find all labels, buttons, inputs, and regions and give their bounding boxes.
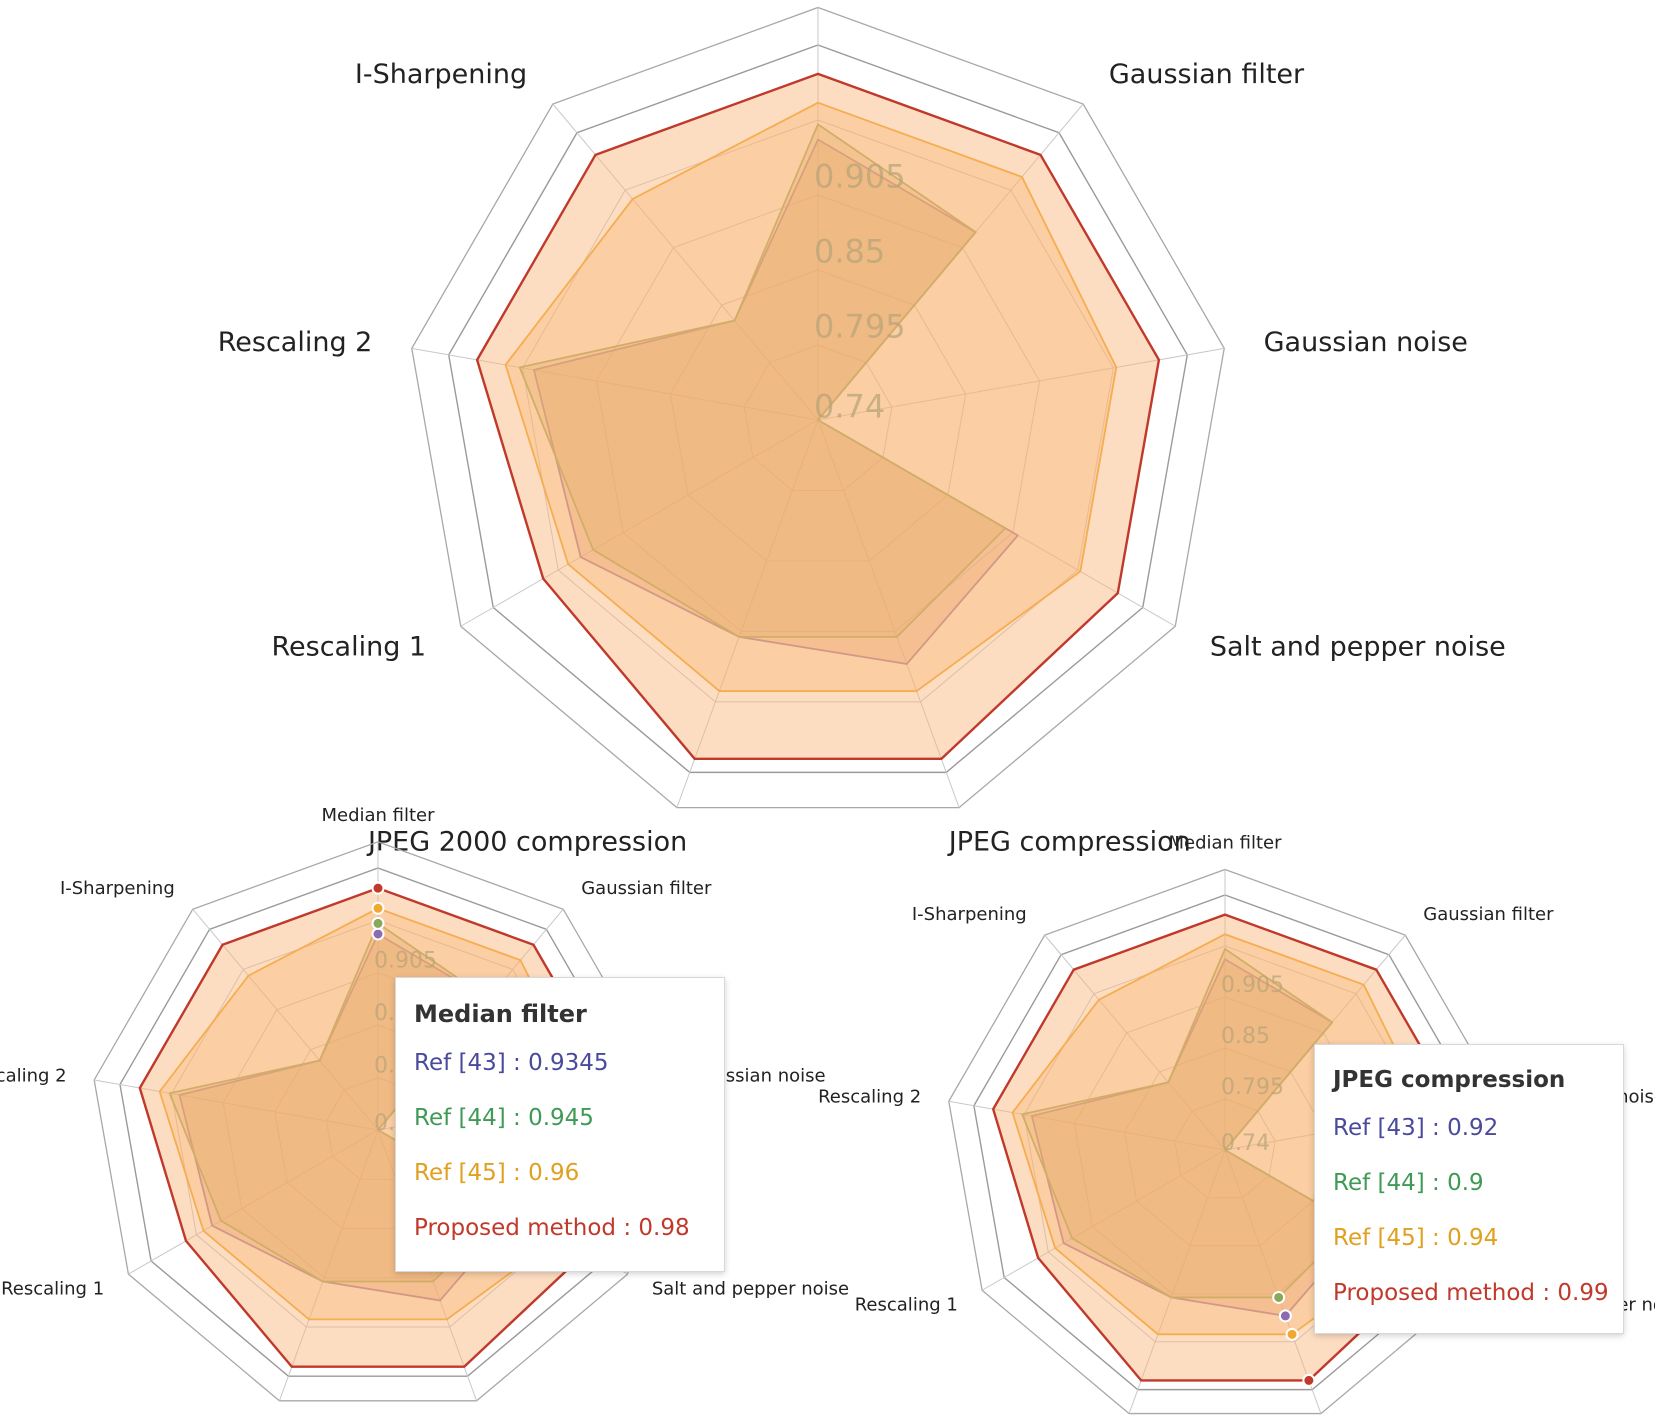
hover-marker[interactable] [371,881,385,895]
tooltip-row-ref44: Ref [44] : 0.945 [414,1105,594,1131]
axis-spoke [817,347,1225,421]
axis-spoke [948,1100,1226,1151]
tooltip-row-ref43: Ref [43] : 0.92 [1333,1115,1499,1141]
axis-spoke [1224,1149,1322,1414]
grid-ring [447,44,1189,774]
tooltip-row-ref43: Ref [43] : 0.9345 [414,1050,609,1076]
axis-label-gaussian-filter: Gaussian filter [1423,904,1554,925]
axis-label-gaussian-filter: Gaussian filter [581,878,712,899]
hover-marker[interactable] [371,927,385,941]
grid-ring [522,119,1114,703]
axis-label-rescaling-1: Rescaling 1 [271,632,426,663]
grid-ring [743,344,893,491]
radar-chart-1: 0.74 0.795 0.85 0.905 Median filter Gaussian … [218,6,1506,858]
series-polygon-ref-44[interactable] [518,123,1007,638]
axis-spoke [1044,934,1226,1151]
radial-tick-label: 0.905 [374,949,437,974]
axis-spoke [460,419,819,627]
tooltip-row-proposed: Proposed method : 0.99 [1333,1280,1609,1306]
axis-label-i-sharpening: I-Sharpening [912,904,1027,925]
hover-marker[interactable] [1272,1290,1286,1304]
axis-spoke [981,1149,1226,1291]
tooltip-jpeg-compression: JPEG compression Ref [43] : 0.92 Ref [44… [1314,1044,1624,1334]
grid-ring [595,194,1041,632]
hover-marker[interactable] [1285,1327,1299,1341]
hover-marker[interactable] [1302,1373,1316,1387]
axis-label-rescaling-1: Rescaling 1 [855,1295,958,1316]
axis-spoke [552,103,819,421]
tooltip-title: JPEG compression [1333,1067,1566,1093]
axis-spoke [411,347,819,421]
axis-label-median-filter: Median filter [321,805,435,826]
axis-spoke [676,419,819,808]
axis-spoke [94,1079,379,1131]
tooltip-row-proposed: Proposed method : 0.98 [414,1215,690,1241]
axis-label-jpeg-2000-compression: JPEG 2000 compression [366,827,687,858]
grid-ring [669,269,967,562]
axis-label-salt-and-pepper-noise: Salt and pepper noise [652,1278,849,1299]
radial-tick-label: 0.795 [814,308,906,346]
axis-label-i-sharpening: I-Sharpening [355,59,527,90]
radial-tick-label: 0.85 [1221,1024,1270,1049]
axis-label-salt-and-pepper-noise: Salt and pepper noise [1210,632,1506,663]
axis-spoke [128,1129,379,1275]
grid-ring [1174,1098,1276,1199]
grid-ring [1124,1047,1326,1247]
axis-spoke [192,908,379,1131]
tooltip-row-ref45: Ref [45] : 0.94 [1333,1225,1499,1251]
series-polygon-ref-45[interactable] [504,101,1118,692]
radial-tick-label: 0.905 [814,158,906,196]
axis-label-rescaling-1: Rescaling 1 [1,1278,104,1299]
axis-label-rescaling-2: Rescaling 2 [218,327,373,358]
axis-label-median-filter: Median filter [1168,833,1282,854]
axis-label-gaussian-filter: Gaussian filter [1109,59,1305,90]
radial-tick-label: 0.74 [814,388,885,426]
tooltip-row-ref44: Ref [44] : 0.9 [1333,1170,1484,1196]
hover-marker[interactable] [1278,1309,1292,1323]
axis-label-i-sharpening: I-Sharpening [60,878,175,899]
tooltip-title: Median filter [414,1000,587,1028]
tooltip-row-ref45: Ref [45] : 0.96 [414,1160,580,1186]
axis-spoke [1128,1149,1226,1414]
radial-tick-label: 0.74 [1221,1131,1270,1156]
radial-tick-label: 0.85 [814,233,885,271]
radial-tick-label: 0.905 [1221,973,1284,998]
radial-tick-label: 0.795 [1221,1075,1284,1100]
axis-label-rescaling-2: Rescaling 2 [0,1065,67,1086]
series-polygon-ref-44[interactable] [1021,948,1354,1299]
tooltip-median-filter: Median filter Ref [43] : 0.9345 Ref [44]… [395,977,725,1272]
grid-ring [973,894,1477,1391]
hover-marker[interactable] [371,916,385,930]
axis-label-gaussian-noise: Gaussian noise [1264,327,1468,358]
axis-label-rescaling-2: Rescaling 2 [818,1087,921,1108]
outer-frame [948,868,1502,1415]
axis-label-jpeg-compression: JPEG compression [947,827,1191,858]
series-polygon-proposed-method[interactable] [475,72,1161,761]
outer-frame [411,6,1225,809]
hover-marker[interactable] [371,901,385,915]
axis-spoke [817,419,960,808]
axis-spoke [278,1129,379,1401]
